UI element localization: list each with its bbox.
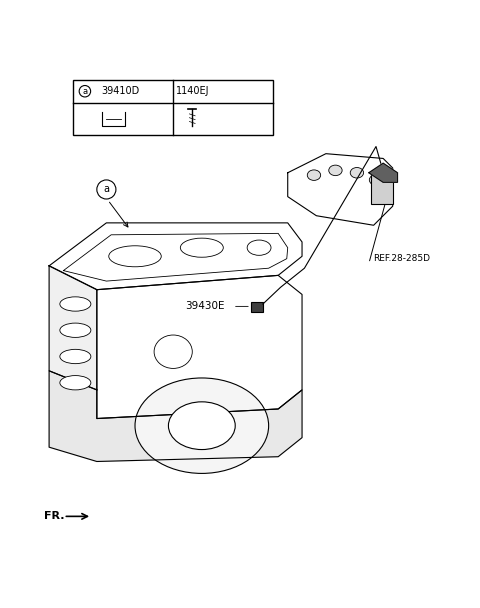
Text: REF.28-285D: REF.28-285D [373,254,431,263]
Ellipse shape [60,376,91,390]
Ellipse shape [109,246,161,267]
Text: 39410D: 39410D [102,86,140,96]
Ellipse shape [154,335,192,368]
Polygon shape [49,371,302,461]
Ellipse shape [135,378,269,474]
Text: 39430E: 39430E [185,302,225,311]
Bar [251,302,263,312]
Text: 1140EJ: 1140EJ [176,86,209,96]
Ellipse shape [369,174,383,185]
Ellipse shape [307,170,321,181]
Circle shape [97,180,116,199]
Bar [371,173,393,204]
Ellipse shape [60,297,91,311]
Ellipse shape [168,402,235,449]
Ellipse shape [180,238,223,257]
Circle shape [79,86,91,97]
Text: a: a [103,184,109,195]
Polygon shape [288,154,393,225]
Bar [73,80,274,134]
Ellipse shape [60,350,91,364]
Polygon shape [97,275,302,418]
Ellipse shape [350,168,364,178]
Polygon shape [369,163,397,182]
Text: a: a [83,87,87,95]
Ellipse shape [329,165,342,176]
Ellipse shape [247,240,271,255]
Text: FR.: FR. [44,511,65,522]
Polygon shape [49,266,97,390]
Polygon shape [49,223,302,289]
Ellipse shape [60,323,91,337]
